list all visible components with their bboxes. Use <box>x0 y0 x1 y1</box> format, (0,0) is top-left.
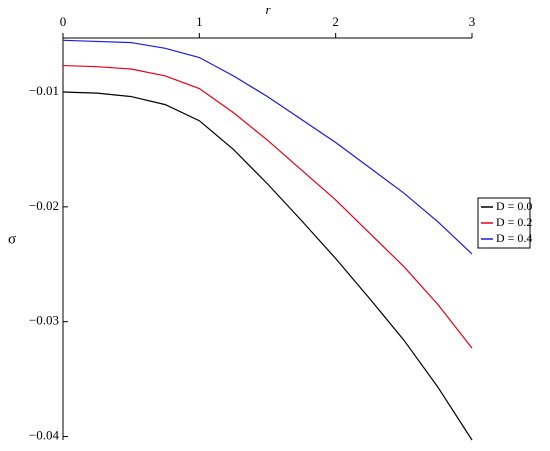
x-tick-label: 3 <box>469 14 476 29</box>
legend-label: D = 0.4 <box>496 231 532 245</box>
x-axis-label: r <box>265 2 271 17</box>
y-tick-label: −0.01 <box>29 83 59 98</box>
legend-label: D = 0.2 <box>496 215 532 229</box>
y-tick-label: −0.02 <box>29 198 59 213</box>
line-series <box>62 64 473 349</box>
legend-label: D = 0.0 <box>496 199 532 213</box>
x-tick-label: 1 <box>196 14 203 29</box>
x-tick-label: 2 <box>332 14 339 29</box>
y-axis-label: σ <box>8 231 16 247</box>
y-tick-label: −0.04 <box>29 428 60 443</box>
line-series <box>62 39 473 255</box>
line-series <box>62 91 473 441</box>
y-tick-label: −0.03 <box>29 313 59 328</box>
x-tick-label: 0 <box>60 14 67 29</box>
